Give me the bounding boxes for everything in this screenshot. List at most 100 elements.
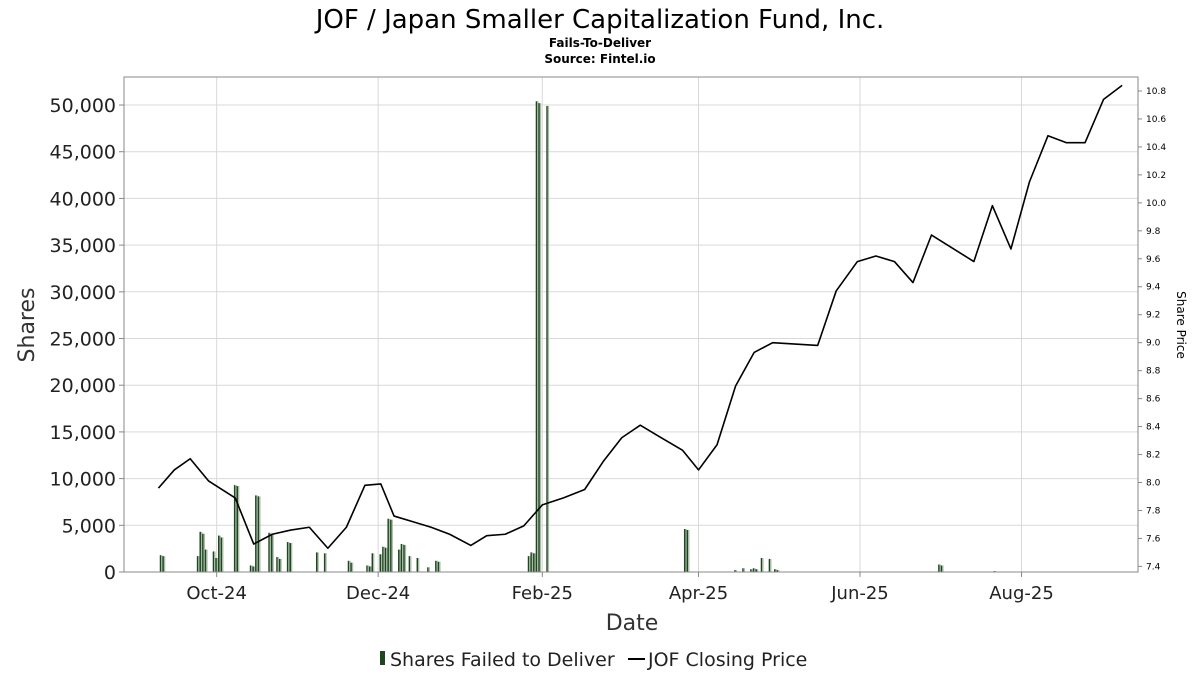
ftd-bar-side (534, 553, 536, 572)
ftd-bar (403, 544, 407, 572)
ftd-bar-face (233, 485, 236, 572)
ftd-bar-side (778, 570, 780, 572)
y-tick-label: 35,000 (50, 235, 116, 257)
ftd-bar (752, 568, 756, 572)
x-tick-label: Dec-24 (346, 583, 410, 604)
ftd-bar (268, 532, 272, 572)
y2-tick-label: 8.8 (1146, 367, 1161, 377)
ftd-bar-face (289, 543, 291, 572)
ftd-bar-side (280, 558, 282, 572)
y-tick-label: 50,000 (50, 95, 116, 117)
ftd-bar-side (529, 556, 531, 572)
ftd-bar-face (387, 518, 389, 572)
y2-tick-label: 9.8 (1146, 227, 1161, 237)
ftd-bar (408, 556, 412, 572)
ftd-bar-side (775, 569, 777, 572)
ftd-bar (199, 531, 203, 572)
y2-tick-label: 10.0 (1146, 199, 1166, 209)
ftd-bar-side (743, 568, 746, 572)
ftd-bar-side (251, 565, 253, 572)
ftd-bar-side (238, 486, 240, 572)
ftd-bar (289, 543, 293, 572)
ftd-bar (347, 560, 351, 572)
ftd-bar-side (325, 553, 327, 572)
ftd-bar-face (278, 558, 281, 572)
ftd-bar-side (198, 556, 200, 572)
ftd-bar-face (159, 555, 162, 572)
ftd-bar-face (533, 553, 535, 572)
ftd-bar-face (199, 531, 201, 572)
chart-title: JOF / Japan Smaller Capitalization Fund,… (314, 5, 885, 35)
ftd-bar (220, 537, 224, 572)
ftd-bar-face (215, 557, 217, 572)
ftd-bar-face (371, 553, 374, 572)
ftd-bar-side (436, 560, 438, 572)
chart-source: Source: Fintel.io (544, 52, 655, 66)
ftd-bar (202, 533, 205, 572)
ftd-bar-face (755, 569, 757, 572)
ftd-bar-face (408, 556, 411, 572)
ftd-bar-side (402, 543, 404, 572)
ftd-bar-face (236, 486, 239, 572)
ftd-bar-side (288, 542, 290, 572)
ftd-bar-face (427, 567, 429, 572)
ftd-bar-face (750, 569, 752, 572)
y2-tick-label: 9.4 (1146, 283, 1161, 293)
ftd-bar-face (734, 570, 736, 572)
ftd-bar (278, 558, 282, 572)
ftd-bar-side (373, 553, 375, 572)
ftd-bar-face (752, 568, 755, 572)
ftd-bar (218, 535, 221, 572)
y2-tick-label: 7.6 (1146, 534, 1161, 544)
ftd-bar-side (756, 569, 759, 572)
ftd-bar (435, 560, 438, 572)
ftd-bar-face (315, 552, 318, 572)
y2-tick-label: 8.0 (1146, 479, 1161, 489)
y2-tick-label: 10.4 (1146, 143, 1166, 153)
legend: Shares Failed to Deliver JOF Closing Pri… (380, 649, 807, 671)
ftd-bar-face (938, 564, 940, 572)
ftd-bar-side (751, 569, 753, 572)
ftd-bar-face (249, 565, 252, 572)
ftd-bar-side (539, 103, 542, 573)
ftd-bar-face (252, 566, 254, 572)
legend-bar-swatch (380, 651, 385, 665)
ftd-bar (527, 556, 531, 572)
ftd-bar-side (428, 567, 430, 572)
ftd-bar-face (255, 495, 257, 572)
ftd-bar-face (366, 565, 368, 572)
ftd-bar-side (386, 547, 388, 572)
ftd-bar-face (527, 556, 530, 572)
y-tick-label: 15,000 (50, 422, 116, 444)
y-tick-label: 45,000 (50, 142, 116, 164)
ftd-bar (776, 570, 780, 572)
ftd-bar (196, 556, 200, 572)
ftd-bar-side (547, 105, 550, 572)
x-axis: Oct-24 Dec-24 Feb-25 Apr-25 Jun-25 Aug-25 (186, 572, 1054, 604)
x-tick-label: Oct-24 (186, 583, 247, 604)
legend-ftd-label: Shares Failed to Deliver (390, 649, 615, 671)
ftd-bar-face (196, 556, 199, 572)
ftd-bar-face (400, 543, 403, 572)
ftd-bar-face (379, 554, 382, 572)
y2-tick-label: 8.4 (1146, 423, 1161, 433)
price-line (157, 84, 1123, 550)
y2-tick-label: 8.2 (1146, 451, 1160, 461)
ftd-bar-side (272, 534, 274, 572)
ftd-bar-side (253, 566, 256, 572)
ftd-bar-face (286, 542, 289, 572)
ftd-bar-face (940, 565, 943, 572)
ftd-bar-face (384, 547, 387, 572)
ftd-bar-side (735, 570, 738, 572)
ftd-bar-face (686, 529, 689, 572)
ftd-bar (366, 565, 370, 572)
ftd-bar (162, 556, 166, 572)
ftd-bar (683, 529, 687, 572)
ftd-bar-face (162, 556, 164, 572)
x-axis-title: Date (606, 611, 659, 636)
ftd-bar-side (537, 101, 539, 572)
ftd-bar-face (437, 561, 440, 572)
ftd-bar-side (351, 562, 354, 572)
x-tick-label: Feb-25 (512, 583, 573, 604)
